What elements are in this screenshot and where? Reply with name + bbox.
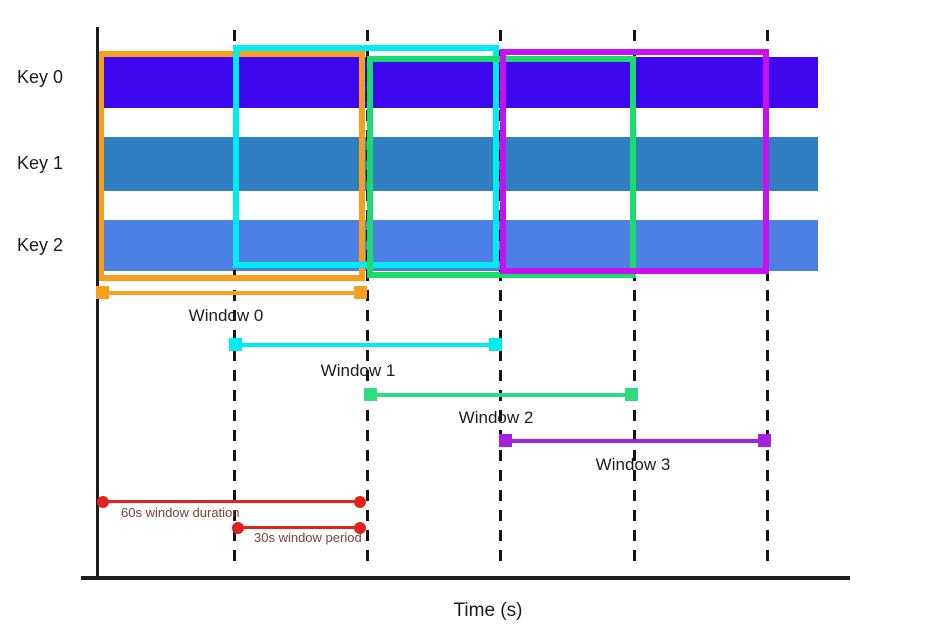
key-0-label: Key 0 xyxy=(17,67,64,87)
key-2-label: Key 2 xyxy=(17,235,64,255)
window-2-ruler-end-cap xyxy=(625,388,638,401)
window-2-label: Window 2 xyxy=(458,408,534,427)
period-annotation-start-dot xyxy=(232,522,244,534)
key-1-bar xyxy=(99,137,818,191)
window-1-ruler-start-cap xyxy=(229,338,242,351)
duration-annotation-start-dot xyxy=(97,496,109,508)
window-0-ruler-line xyxy=(103,291,360,295)
window-2-ruler-start-cap xyxy=(364,388,377,401)
window-0-ruler-start-cap xyxy=(96,286,109,299)
key-1-label: Key 1 xyxy=(17,153,64,173)
window-3-ruler-end-cap xyxy=(758,434,771,447)
window-3-ruler-start-cap xyxy=(499,434,512,447)
duration-annotation-label: 60s window duration xyxy=(121,505,240,520)
duration-annotation-end-dot xyxy=(354,496,366,508)
gridline-30s xyxy=(233,30,236,566)
gridline-150s xyxy=(766,30,769,566)
gridline-60s xyxy=(366,30,369,566)
window-1-rect xyxy=(233,45,499,268)
window-1-label: Window 1 xyxy=(320,361,396,380)
period-annotation-end-dot xyxy=(354,522,366,534)
window-3-ruler-line xyxy=(506,439,765,443)
window-0-ruler-end-cap xyxy=(354,286,367,299)
gridline-120s xyxy=(633,30,636,566)
gridline-90s xyxy=(499,30,502,566)
window-0-label: Window 0 xyxy=(188,306,264,325)
window-1-ruler-line xyxy=(236,343,496,347)
period-annotation-label: 30s window period xyxy=(254,530,362,545)
period-annotation-line xyxy=(238,526,360,529)
x-axis xyxy=(81,576,850,580)
window-0-rect xyxy=(98,51,365,281)
y-axis xyxy=(96,27,99,578)
window-3-rect xyxy=(500,49,769,274)
window-3-label: Window 3 xyxy=(595,455,671,474)
window-1-ruler-end-cap xyxy=(489,338,502,351)
duration-annotation-line xyxy=(103,500,360,503)
key-0-bar xyxy=(99,57,818,108)
x-axis-label: Time (s) xyxy=(453,600,523,621)
window-2-ruler-line xyxy=(371,393,632,397)
